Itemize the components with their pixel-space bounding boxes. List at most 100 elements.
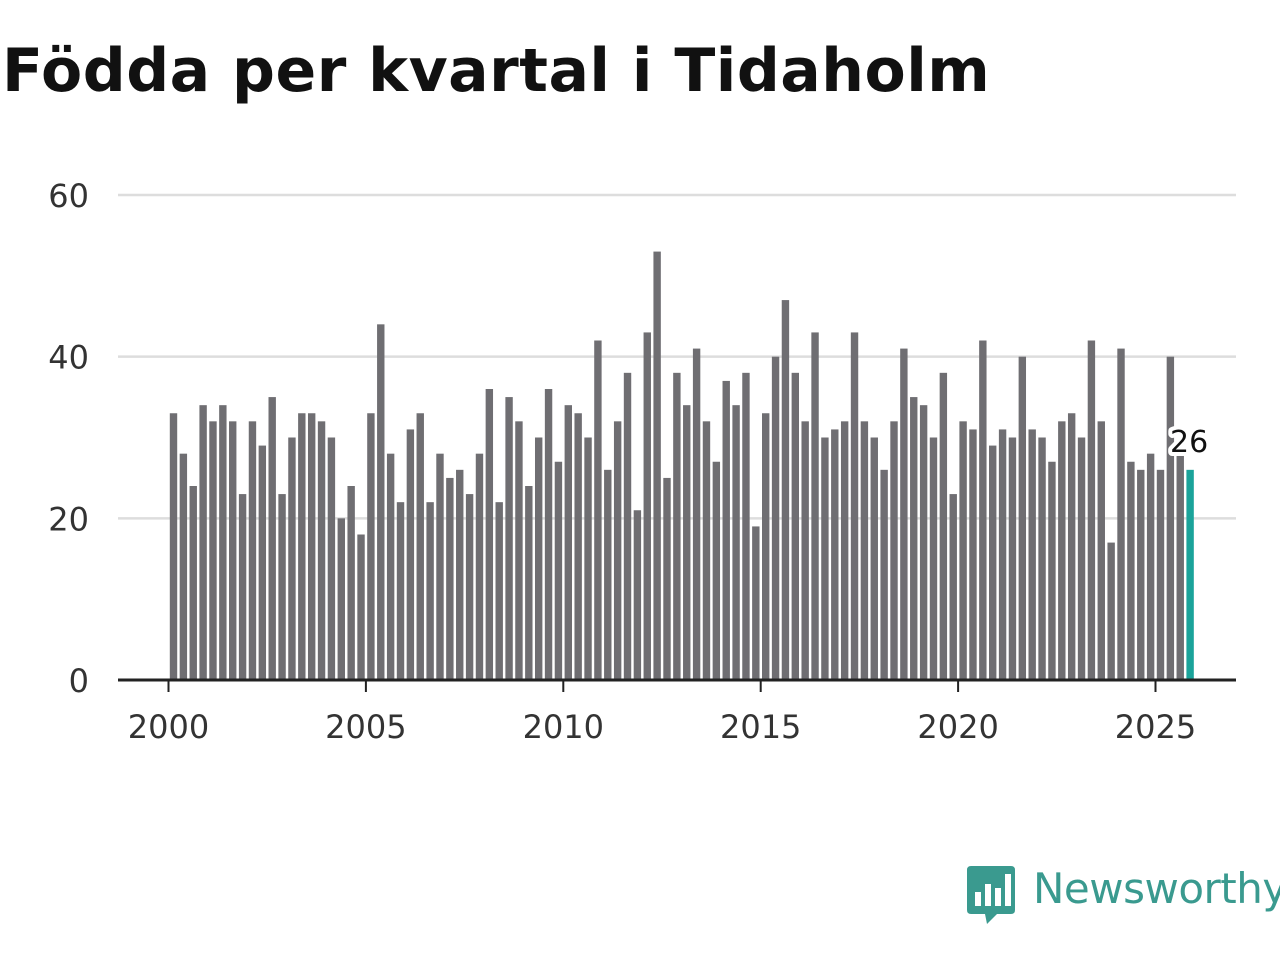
bar [1097, 421, 1105, 680]
bar [475, 453, 484, 680]
bar [238, 494, 247, 680]
bar [998, 429, 1007, 680]
y-tick-label: 20 [48, 500, 89, 538]
bar [712, 461, 721, 680]
y-tick-label: 60 [48, 177, 89, 215]
bar [278, 494, 286, 680]
bar [367, 413, 375, 680]
bar [1018, 356, 1027, 680]
bar [722, 380, 730, 680]
bar [495, 502, 503, 680]
bar [692, 348, 701, 680]
bar [1008, 437, 1017, 680]
bar [268, 397, 276, 680]
bar [584, 437, 592, 680]
bar [456, 469, 464, 680]
bar [525, 486, 533, 680]
bar [939, 372, 948, 680]
bar [465, 494, 474, 680]
bar [288, 437, 296, 680]
bar [910, 397, 918, 680]
bars [169, 251, 1194, 680]
bar [1067, 413, 1076, 680]
bar [969, 429, 977, 680]
bar [426, 502, 434, 680]
bar [613, 421, 622, 680]
bar [258, 445, 267, 680]
bar [860, 421, 869, 680]
bar [880, 469, 888, 680]
bar [781, 300, 790, 680]
bar [949, 494, 957, 680]
bar [1087, 340, 1096, 680]
bar [643, 332, 651, 680]
bar [811, 332, 819, 680]
bar [485, 389, 494, 680]
bar [683, 405, 691, 680]
bar [989, 445, 997, 680]
bar [870, 437, 878, 680]
bar [1127, 461, 1135, 680]
bar [416, 413, 424, 680]
bar [229, 421, 237, 680]
y-tick-label: 40 [48, 339, 89, 377]
bar [752, 526, 760, 680]
bar [1028, 429, 1036, 680]
chart-title: Födda per kvartal i Tidaholm [2, 36, 991, 106]
bar [732, 405, 740, 680]
bar [594, 340, 602, 680]
x-tick-label: 2000 [128, 708, 209, 746]
data-label: 26 [1170, 425, 1208, 460]
brand-name: Newsworthy [1033, 864, 1280, 913]
bar [919, 405, 928, 680]
bar [890, 421, 898, 680]
bar [386, 453, 395, 680]
bar [337, 518, 345, 680]
bar [623, 372, 632, 680]
bar [564, 405, 572, 680]
bar [979, 340, 987, 680]
bar [1117, 348, 1125, 680]
x-tick-label: 2015 [720, 708, 801, 746]
bar [534, 437, 543, 680]
bar [307, 413, 316, 680]
bar-chart-speech-bubble-icon [967, 866, 1015, 924]
bar [189, 486, 197, 680]
bar [653, 251, 661, 680]
bar [209, 421, 217, 680]
bar [959, 421, 967, 680]
bar [169, 413, 178, 680]
bar [1156, 469, 1165, 680]
x-axis: 2000 2005 2010 2015 2020 2025 [118, 678, 1236, 746]
y-axis-labels: 0 20 40 60 [48, 177, 89, 700]
bar [436, 453, 444, 680]
bar-highlight [1186, 469, 1194, 680]
bar [574, 413, 582, 680]
y-tick-label: 0 [69, 662, 89, 700]
bar [1048, 461, 1056, 680]
bar [762, 413, 770, 680]
bar [199, 405, 207, 680]
x-tick-label: 2005 [325, 708, 406, 746]
bar [1077, 437, 1086, 680]
bar [1038, 437, 1046, 680]
bar [317, 421, 326, 680]
x-tick-label: 2025 [1115, 708, 1196, 746]
bar [544, 389, 553, 680]
bar [505, 397, 513, 680]
bar [663, 477, 671, 680]
bar [771, 356, 780, 680]
bar [929, 437, 938, 680]
data-label-halo: 26 [1170, 425, 1208, 460]
bar [357, 534, 365, 680]
bar [831, 429, 839, 680]
bar [347, 486, 355, 680]
bar [1166, 356, 1175, 680]
bar [1137, 469, 1145, 680]
bar [633, 510, 642, 680]
bar [1176, 453, 1184, 680]
bar [801, 421, 809, 680]
bar [515, 421, 523, 680]
x-tick-label: 2020 [917, 708, 998, 746]
